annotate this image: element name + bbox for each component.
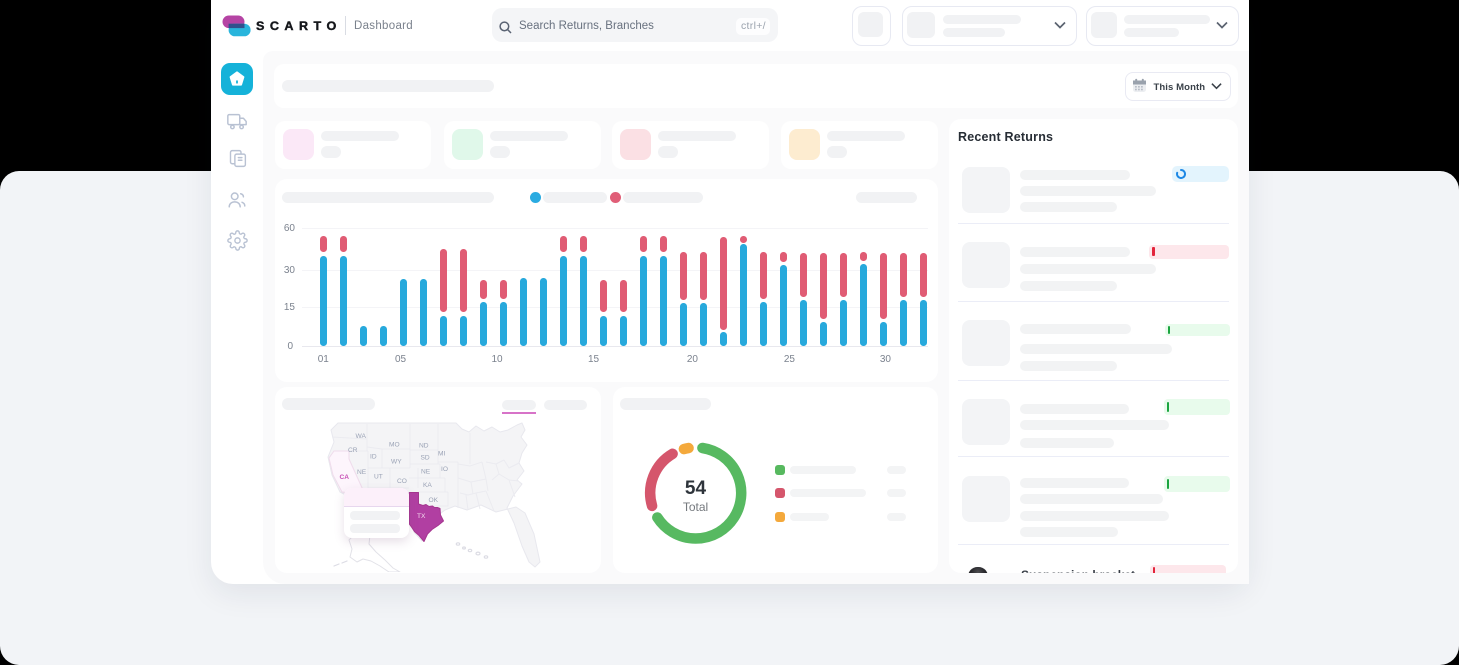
svg-text:OK: OK [429, 497, 439, 504]
svg-text:WY: WY [391, 459, 402, 466]
svg-text:WA: WA [356, 433, 367, 440]
svg-text:TX: TX [417, 513, 426, 520]
svg-text:ID: ID [370, 454, 377, 461]
svg-text:NE: NE [421, 469, 431, 476]
svg-text:IO: IO [441, 466, 448, 473]
svg-text:UT: UT [374, 474, 383, 481]
svg-text:NE: NE [357, 469, 367, 476]
svg-text:CO: CO [397, 478, 407, 485]
svg-text:KA: KA [423, 482, 432, 489]
svg-text:MO: MO [389, 442, 400, 449]
svg-text:MI: MI [438, 451, 445, 458]
svg-text:SD: SD [421, 455, 430, 462]
svg-text:CR: CR [348, 447, 358, 454]
svg-text:CA: CA [340, 474, 350, 481]
svg-text:ND: ND [419, 443, 429, 450]
